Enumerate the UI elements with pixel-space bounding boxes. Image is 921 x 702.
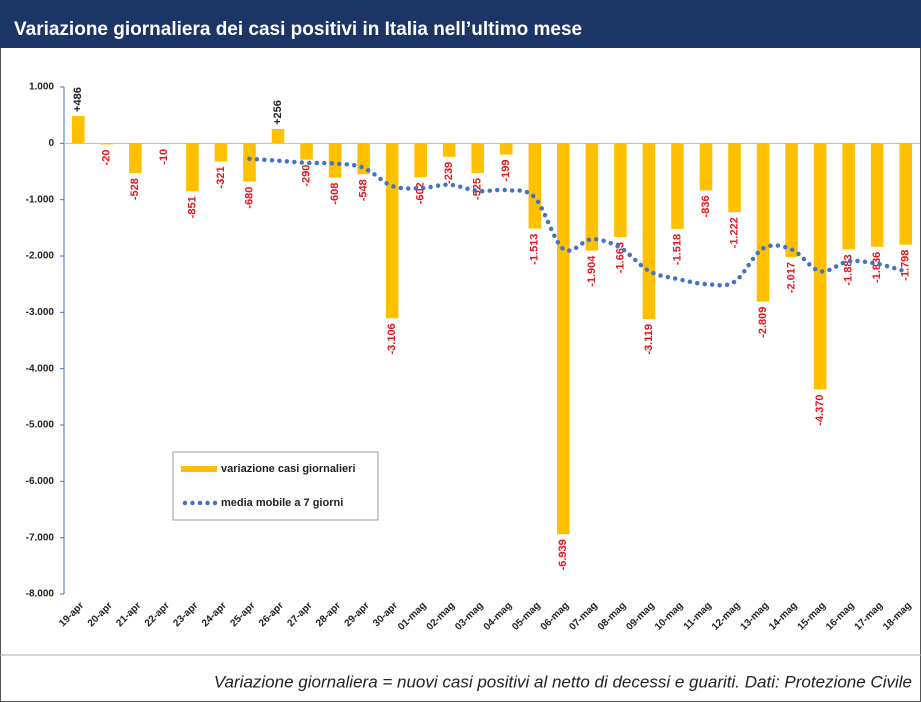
data-label: -1.513 [529, 234, 541, 265]
bar [100, 143, 114, 145]
bar [614, 143, 627, 238]
bar [585, 143, 599, 251]
bar [870, 143, 884, 247]
bar [300, 143, 313, 160]
bar [71, 115, 85, 144]
data-label: -1.518 [671, 234, 683, 265]
bar [471, 143, 485, 173]
bar [842, 143, 855, 250]
data-label: -680 [243, 187, 255, 209]
data-label: +486 [72, 87, 84, 112]
data-label: -239 [443, 162, 455, 184]
bar [385, 143, 399, 319]
bar [671, 143, 684, 229]
bar [442, 143, 456, 157]
data-label: -290 [300, 165, 312, 187]
data-label: -602 [415, 182, 427, 204]
data-label: -199 [500, 160, 512, 182]
data-label: -2.809 [757, 307, 769, 338]
y-tick-label: -4.000 [26, 363, 55, 374]
data-label: -525 [472, 178, 484, 200]
caption: Variazione giornaliera = nuovi casi posi… [214, 672, 912, 691]
title-bar [0, 0, 921, 48]
data-label: -2.017 [786, 262, 798, 293]
data-label: -4.370 [814, 395, 826, 426]
data-label: -1.883 [843, 254, 855, 285]
y-tick-label: -8.000 [26, 589, 55, 600]
data-label: -10 [158, 149, 170, 165]
chart-title: Variazione giornaliera dei casi positivi… [14, 19, 582, 40]
data-label: -3.119 [643, 324, 655, 355]
bar [728, 143, 741, 213]
bar [756, 143, 770, 302]
bar [243, 143, 256, 182]
legend-label: media mobile a 7 giorni [221, 497, 343, 509]
data-label: -321 [215, 166, 227, 188]
bar [899, 143, 913, 245]
bar [129, 143, 142, 174]
bar [186, 143, 199, 192]
bar [813, 143, 827, 390]
data-label: -528 [129, 178, 141, 200]
bar [642, 143, 656, 320]
y-tick-label: -1.000 [26, 194, 55, 205]
bar [785, 143, 798, 257]
data-label: -1.798 [900, 250, 912, 281]
data-label: -608 [329, 183, 341, 205]
data-label: -3.106 [386, 323, 398, 354]
bar [499, 143, 513, 155]
legend-box [172, 451, 379, 521]
y-tick-label: 1.000 [29, 82, 54, 93]
bar [214, 143, 228, 162]
y-tick-label: -6.000 [26, 476, 55, 487]
data-label: -1.836 [871, 252, 883, 283]
y-tick-label: -3.000 [26, 307, 55, 318]
bar [157, 143, 171, 144]
bar [328, 143, 342, 178]
legend-label: variazione casi giornalieri [221, 463, 356, 475]
data-label: +256 [272, 100, 284, 125]
bar [271, 128, 285, 144]
data-label: -6.939 [557, 539, 569, 570]
bar [528, 143, 542, 229]
y-tick-label: 0 [48, 138, 54, 149]
legend-swatch [181, 466, 217, 472]
bar [557, 143, 570, 535]
data-label: -20 [101, 149, 113, 165]
data-label: -851 [186, 196, 198, 218]
bar [699, 143, 713, 191]
data-label: -548 [358, 179, 370, 201]
data-label: -836 [700, 195, 712, 217]
data-label: -1.904 [586, 255, 598, 287]
y-tick-label: -5.000 [26, 420, 55, 431]
y-tick-label: -7.000 [26, 532, 55, 543]
y-tick-label: -2.000 [26, 251, 55, 262]
moving-average-line [247, 156, 908, 288]
bar [414, 143, 427, 178]
data-label: -1.222 [728, 217, 740, 248]
